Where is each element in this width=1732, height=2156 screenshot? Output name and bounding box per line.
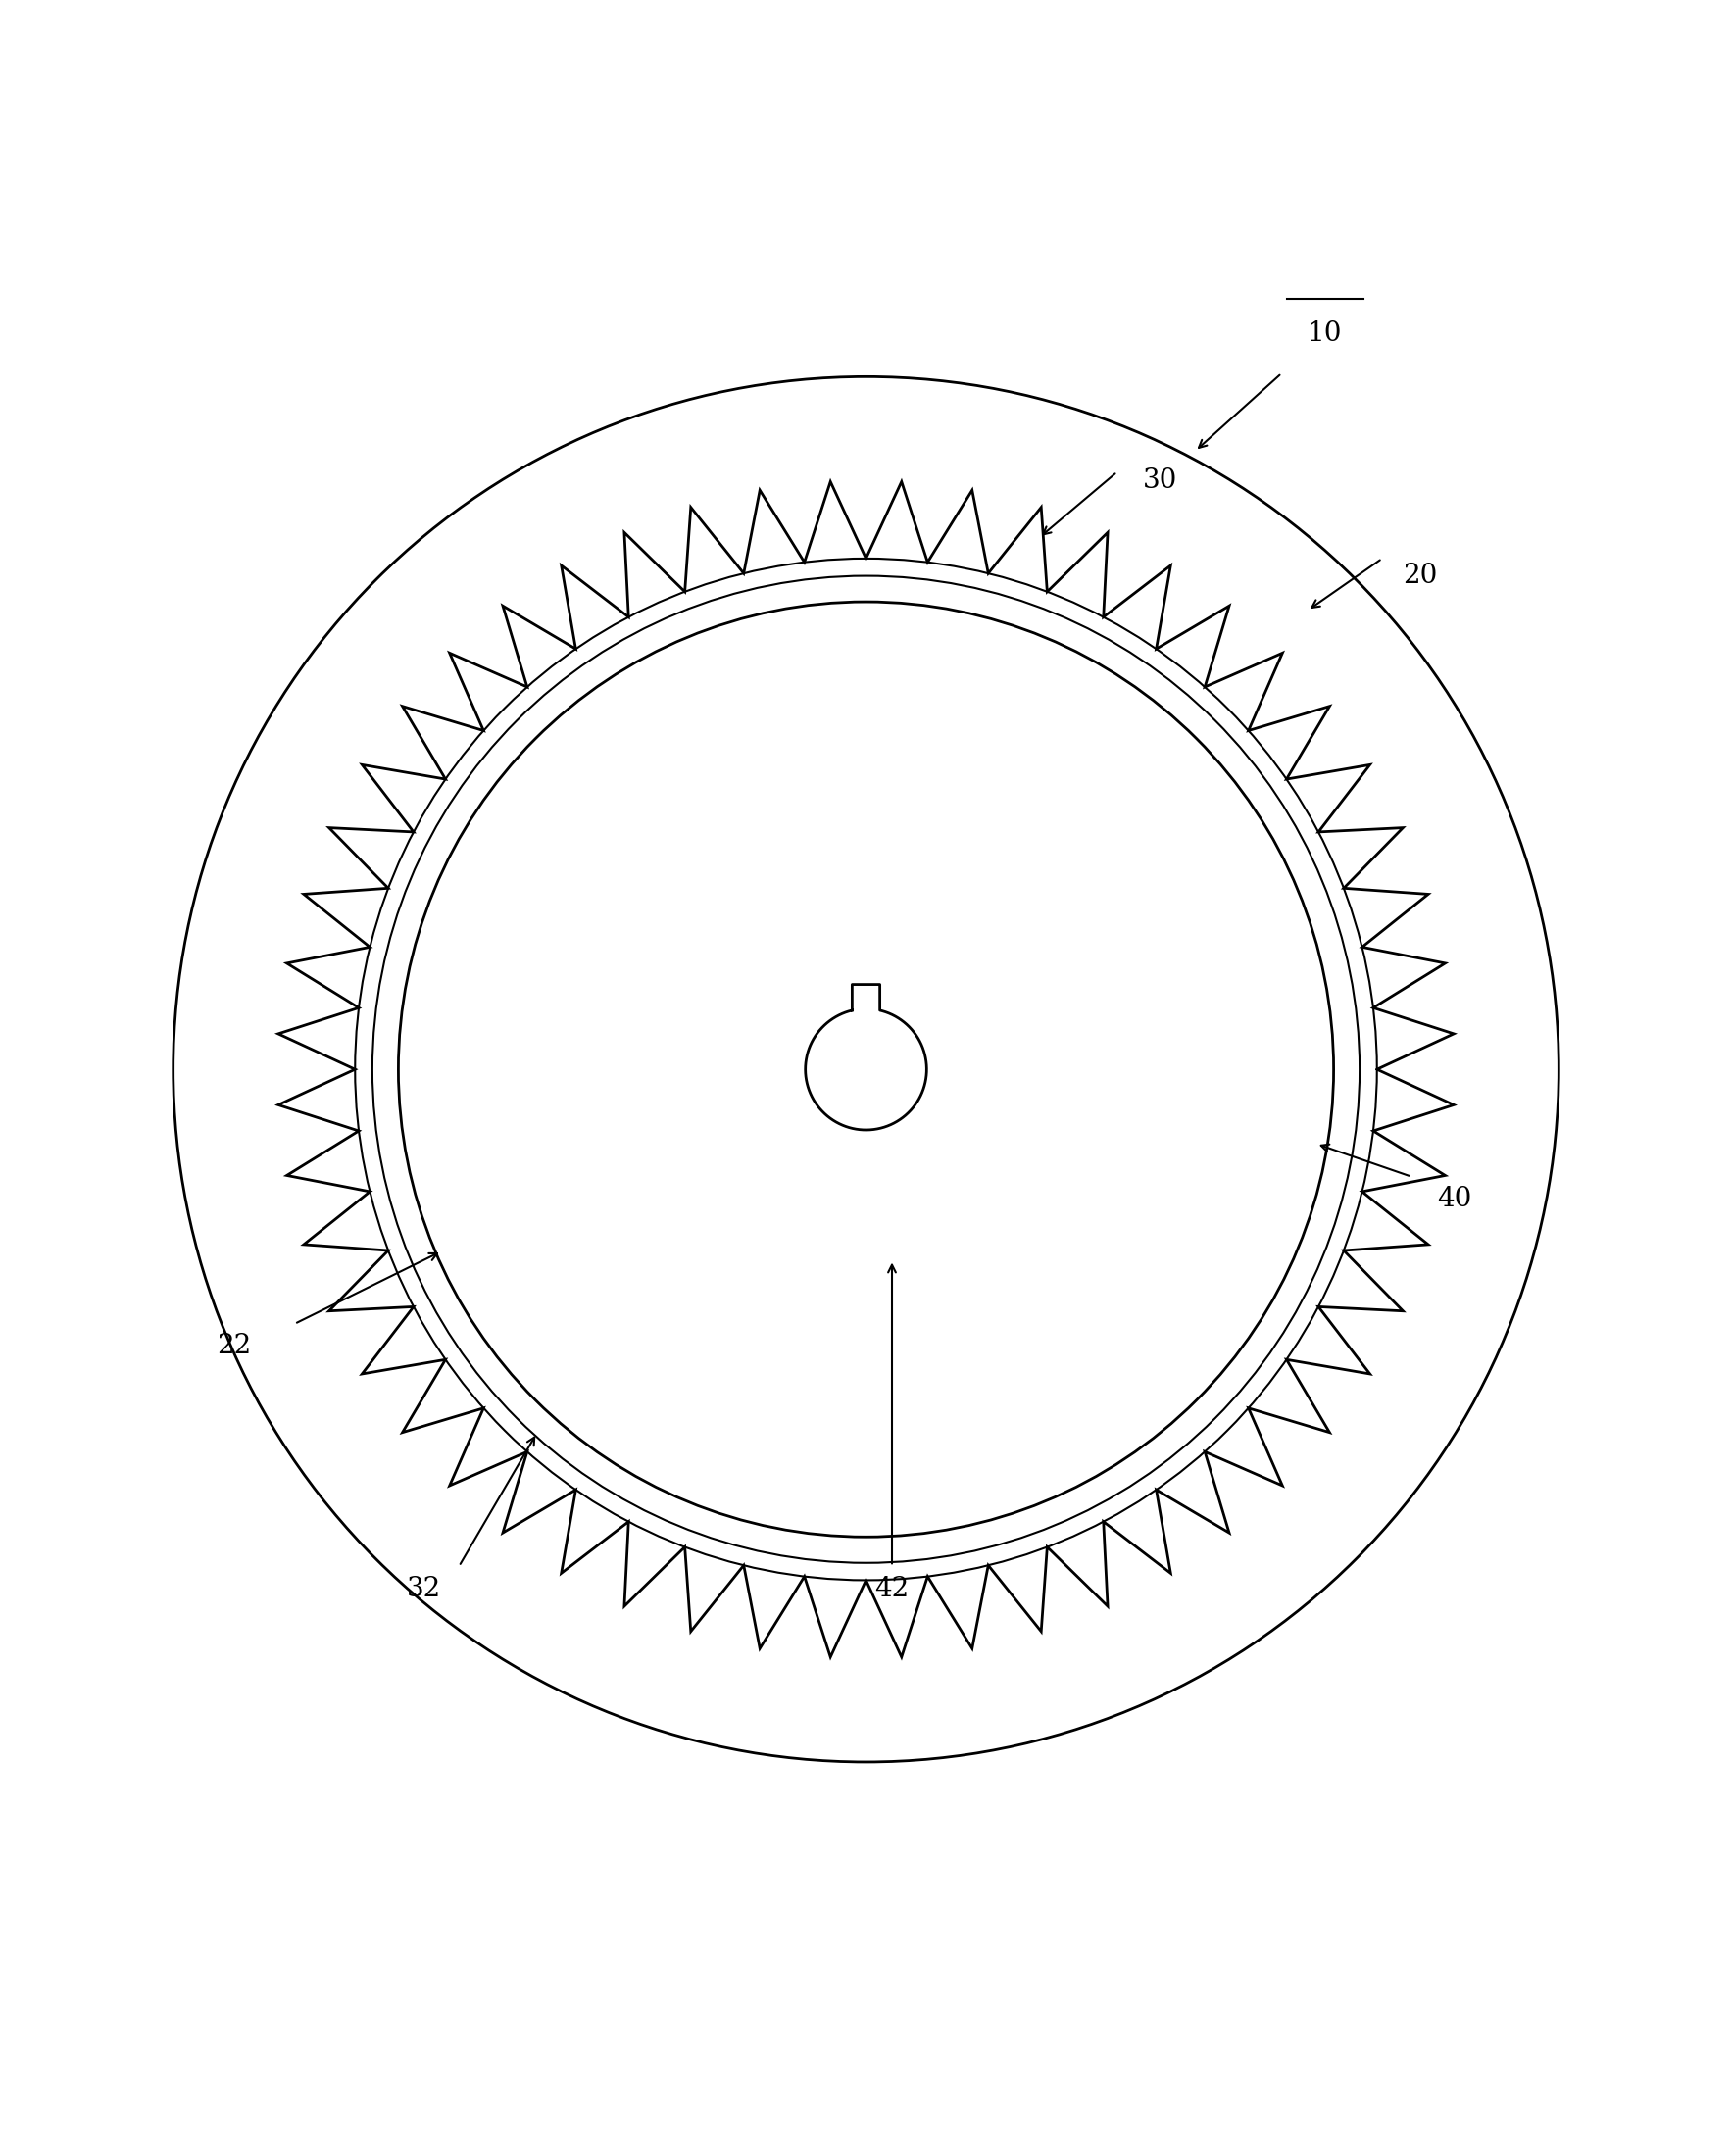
Text: 40: 40 [1438,1186,1472,1212]
Text: 30: 30 [1143,468,1178,494]
Text: 22: 22 [216,1332,251,1360]
Text: 42: 42 [875,1576,909,1602]
Text: 10: 10 [1308,319,1342,347]
Text: 32: 32 [407,1576,442,1602]
Text: 20: 20 [1403,563,1438,589]
